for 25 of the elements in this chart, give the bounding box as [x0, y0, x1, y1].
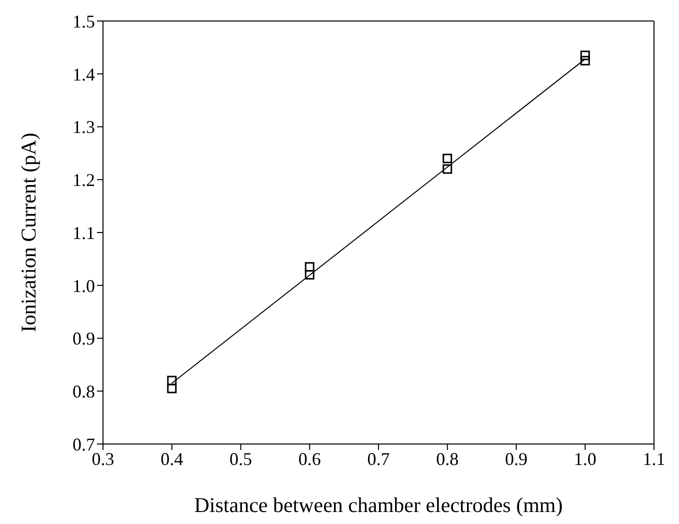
- point: [442, 154, 452, 164]
- y-tick-label: 1.1: [72, 222, 95, 243]
- x-tick-label: 1.0: [574, 448, 596, 469]
- y-tick-label: 1.5: [72, 11, 95, 32]
- point: [167, 376, 177, 386]
- y-tick-label: 1.3: [72, 117, 95, 138]
- y-tick-label: 1.4: [72, 64, 95, 84]
- y-axis-title: Ionization Current (pA): [16, 132, 40, 332]
- x-tick-label: 0.8: [436, 448, 459, 469]
- point: [167, 384, 177, 394]
- y-tick-label: 1.2: [72, 170, 95, 190]
- x-tick-label: 0.9: [505, 448, 528, 469]
- point: [304, 270, 314, 280]
- y-tick-label: 0.9: [72, 328, 95, 349]
- point: [580, 50, 590, 60]
- x-tick-label: 0.4: [160, 448, 184, 469]
- y-tick-label: 0.8: [72, 382, 95, 402]
- point: [580, 56, 590, 66]
- x-tick-label: 0.5: [230, 448, 252, 469]
- point: [304, 262, 314, 272]
- x-tick-label: 1.1: [642, 448, 666, 469]
- x-tick-label: 0.6: [298, 448, 321, 469]
- x-tick-label: 0.7: [367, 448, 390, 469]
- y-tick-label: 1.0: [72, 276, 95, 296]
- point: [442, 164, 452, 174]
